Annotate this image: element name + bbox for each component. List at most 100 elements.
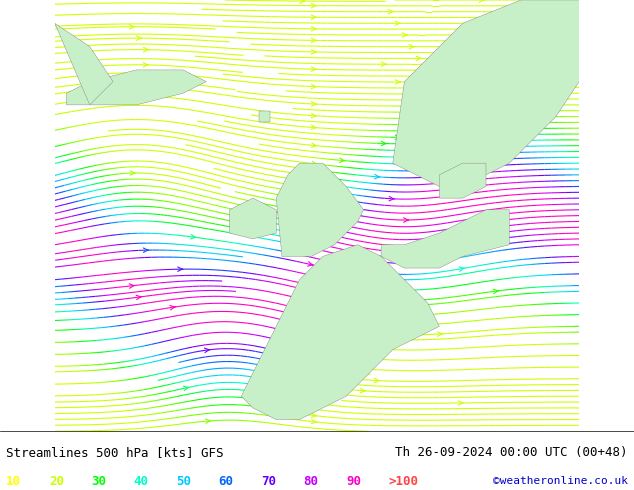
FancyArrowPatch shape <box>312 347 318 351</box>
Text: 70: 70 <box>261 475 276 488</box>
FancyArrowPatch shape <box>360 389 365 393</box>
FancyArrowPatch shape <box>313 325 318 330</box>
FancyArrowPatch shape <box>308 245 313 249</box>
Text: 20: 20 <box>49 475 64 488</box>
Polygon shape <box>392 0 579 187</box>
Text: 60: 60 <box>219 475 234 488</box>
Polygon shape <box>381 210 509 268</box>
Text: 30: 30 <box>91 475 107 488</box>
FancyArrowPatch shape <box>308 240 313 244</box>
FancyArrowPatch shape <box>311 26 316 31</box>
FancyArrowPatch shape <box>311 49 316 54</box>
FancyArrowPatch shape <box>129 284 134 288</box>
Text: 80: 80 <box>304 475 319 488</box>
Text: 10: 10 <box>6 475 22 488</box>
FancyArrowPatch shape <box>409 122 414 127</box>
FancyArrowPatch shape <box>402 98 407 102</box>
FancyArrowPatch shape <box>300 0 305 3</box>
FancyArrowPatch shape <box>437 332 443 336</box>
FancyArrowPatch shape <box>143 248 148 252</box>
FancyArrowPatch shape <box>307 262 313 266</box>
FancyArrowPatch shape <box>430 92 436 96</box>
FancyArrowPatch shape <box>493 289 498 294</box>
FancyArrowPatch shape <box>170 305 175 310</box>
FancyArrowPatch shape <box>458 401 463 405</box>
FancyArrowPatch shape <box>311 400 317 405</box>
FancyArrowPatch shape <box>340 158 345 163</box>
FancyArrowPatch shape <box>395 135 400 140</box>
FancyArrowPatch shape <box>313 300 319 304</box>
FancyArrowPatch shape <box>129 24 134 29</box>
FancyArrowPatch shape <box>308 228 313 232</box>
Polygon shape <box>276 163 364 256</box>
Polygon shape <box>259 111 270 122</box>
FancyArrowPatch shape <box>312 358 318 363</box>
FancyArrowPatch shape <box>311 102 316 106</box>
FancyArrowPatch shape <box>143 63 148 67</box>
FancyArrowPatch shape <box>307 216 313 220</box>
FancyArrowPatch shape <box>130 171 135 175</box>
FancyArrowPatch shape <box>375 174 380 179</box>
Text: >100: >100 <box>389 475 418 488</box>
FancyArrowPatch shape <box>381 62 386 67</box>
FancyArrowPatch shape <box>314 290 319 294</box>
FancyArrowPatch shape <box>307 222 313 226</box>
Polygon shape <box>242 245 439 419</box>
FancyArrowPatch shape <box>306 191 312 196</box>
FancyArrowPatch shape <box>311 15 316 20</box>
FancyArrowPatch shape <box>314 274 320 278</box>
FancyArrowPatch shape <box>204 348 210 352</box>
FancyArrowPatch shape <box>136 36 141 40</box>
FancyArrowPatch shape <box>311 3 316 8</box>
FancyArrowPatch shape <box>311 143 317 147</box>
FancyArrowPatch shape <box>423 74 428 78</box>
FancyArrowPatch shape <box>311 38 316 43</box>
FancyArrowPatch shape <box>311 67 316 72</box>
FancyArrowPatch shape <box>479 0 484 2</box>
Polygon shape <box>55 24 113 105</box>
Polygon shape <box>439 163 486 198</box>
FancyArrowPatch shape <box>417 155 422 159</box>
Polygon shape <box>67 70 206 105</box>
FancyArrowPatch shape <box>416 56 421 61</box>
FancyArrowPatch shape <box>381 141 386 146</box>
Text: Streamlines 500 hPa [kts] GFS: Streamlines 500 hPa [kts] GFS <box>6 446 224 459</box>
FancyArrowPatch shape <box>402 33 407 37</box>
FancyArrowPatch shape <box>313 336 318 341</box>
Text: 90: 90 <box>346 475 361 488</box>
FancyArrowPatch shape <box>178 267 183 271</box>
FancyArrowPatch shape <box>307 210 313 214</box>
FancyArrowPatch shape <box>136 295 141 299</box>
FancyArrowPatch shape <box>311 84 316 89</box>
FancyArrowPatch shape <box>389 196 394 201</box>
FancyArrowPatch shape <box>313 180 318 184</box>
FancyArrowPatch shape <box>395 80 400 84</box>
FancyArrowPatch shape <box>191 235 196 239</box>
FancyArrowPatch shape <box>374 378 379 383</box>
FancyArrowPatch shape <box>311 125 316 129</box>
FancyArrowPatch shape <box>311 413 316 417</box>
FancyArrowPatch shape <box>136 78 141 83</box>
FancyArrowPatch shape <box>143 48 148 52</box>
FancyArrowPatch shape <box>311 388 317 392</box>
FancyArrowPatch shape <box>183 386 189 391</box>
FancyArrowPatch shape <box>205 419 210 423</box>
FancyArrowPatch shape <box>311 407 317 411</box>
FancyArrowPatch shape <box>311 113 316 118</box>
FancyArrowPatch shape <box>430 110 436 114</box>
Text: Th 26-09-2024 00:00 UTC (00+48): Th 26-09-2024 00:00 UTC (00+48) <box>395 446 628 459</box>
Polygon shape <box>230 198 276 239</box>
FancyArrowPatch shape <box>409 45 414 49</box>
Text: 50: 50 <box>176 475 191 488</box>
FancyArrowPatch shape <box>404 218 409 222</box>
FancyArrowPatch shape <box>459 267 464 271</box>
Text: ©weatheronline.co.uk: ©weatheronline.co.uk <box>493 476 628 486</box>
FancyArrowPatch shape <box>308 234 313 238</box>
FancyArrowPatch shape <box>388 9 393 14</box>
FancyArrowPatch shape <box>307 197 312 202</box>
FancyArrowPatch shape <box>312 376 317 380</box>
FancyArrowPatch shape <box>313 173 318 178</box>
FancyArrowPatch shape <box>311 419 316 424</box>
FancyArrowPatch shape <box>312 161 317 166</box>
FancyArrowPatch shape <box>395 21 400 25</box>
